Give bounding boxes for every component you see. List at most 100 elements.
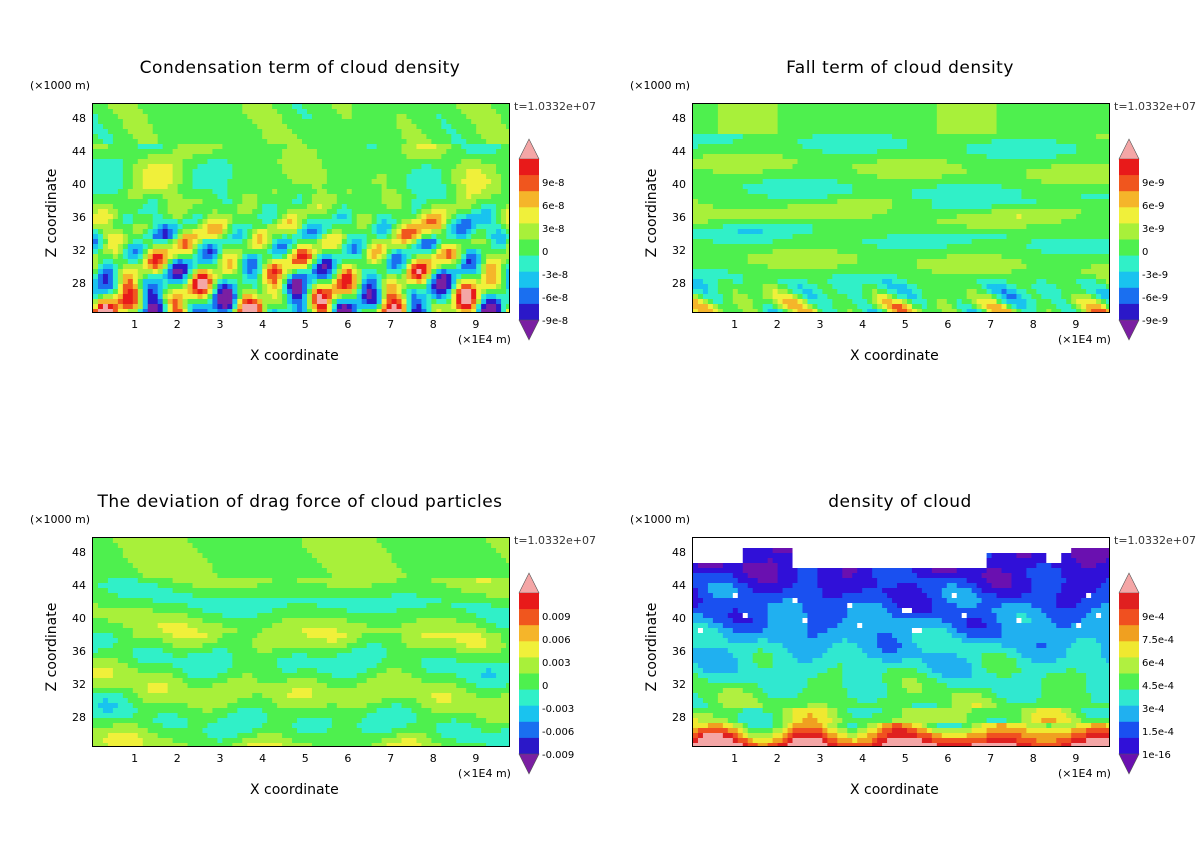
heatmap-cell: [802, 129, 809, 135]
heatmap-cell: [152, 304, 159, 310]
heatmap-cell: [192, 309, 199, 312]
heatmap-cell: [1016, 109, 1023, 115]
heatmap-cell: [122, 259, 129, 265]
heatmap-cell: [426, 269, 432, 275]
heatmap-cell: [946, 134, 953, 140]
heatmap-cell: [112, 184, 119, 190]
heatmap-cell: [287, 229, 293, 235]
heatmap-cell: [272, 259, 278, 265]
heatmap-cell: [222, 199, 228, 205]
heatmap-cell: [456, 269, 462, 275]
heatmap-cell: [257, 209, 263, 215]
heatmap-cell: [282, 204, 288, 210]
heatmap-cell: [852, 164, 858, 170]
heatmap-cell: [257, 199, 263, 205]
heatmap-cell: [446, 214, 452, 220]
heatmap-cell: [311, 249, 318, 255]
heatmap-cell: [366, 299, 373, 305]
heatmap-cell: [361, 299, 368, 305]
heatmap-cell: [416, 129, 423, 135]
heatmap-cell: [426, 159, 432, 165]
heatmap-cell: [717, 139, 724, 145]
heatmap-cell: [122, 179, 129, 185]
chart-title: Fall term of cloud density: [786, 58, 1014, 78]
heatmap-cell: [416, 219, 423, 225]
heatmap-cell: [712, 144, 719, 150]
heatmap-cell: [476, 209, 482, 215]
heatmap-cell: [832, 114, 838, 120]
heatmap-cell: [466, 174, 472, 180]
heatmap-cell: [822, 139, 828, 145]
heatmap-cell: [436, 289, 442, 295]
heatmap-cell: [847, 139, 853, 145]
heatmap-cell: [102, 154, 109, 160]
heatmap-cell: [451, 229, 457, 235]
heatmap-cell: [351, 104, 358, 110]
heatmap-cell: [847, 124, 853, 130]
heatmap-cell: [107, 179, 114, 185]
heatmap-cell: [252, 119, 258, 125]
heatmap-cell: [142, 289, 149, 295]
heatmap-cell: [247, 139, 253, 145]
heatmap-cell: [237, 159, 243, 165]
heatmap-cell: [202, 114, 209, 120]
heatmap-cell: [707, 159, 714, 165]
heatmap-cell: [1086, 174, 1092, 180]
heatmap-cell: [331, 194, 338, 200]
heatmap-cell: [416, 214, 423, 220]
heatmap-cell: [451, 149, 457, 155]
heatmap-cell: [897, 144, 903, 150]
heatmap-cell: [272, 164, 278, 170]
heatmap-cell: [107, 289, 114, 295]
heatmap-cell: [331, 254, 338, 260]
heatmap-cell: [232, 234, 238, 240]
heatmap-cell: [426, 134, 432, 140]
heatmap-cell: [481, 109, 487, 115]
heatmap-cell: [1106, 174, 1109, 180]
heatmap-cell: [416, 114, 423, 120]
heatmap-cell: [961, 139, 968, 145]
heatmap-cell: [351, 114, 358, 120]
heatmap-cell: [112, 144, 119, 150]
heatmap-cell: [371, 169, 378, 175]
heatmap-cell: [857, 159, 863, 165]
heatmap-cell: [451, 139, 457, 145]
heatmap-cell: [277, 279, 283, 285]
heatmap-cell: [406, 169, 413, 175]
heatmap-cell: [1101, 119, 1107, 125]
heatmap-cell: [501, 219, 507, 225]
heatmap-cell: [272, 244, 278, 250]
heatmap-cell: [941, 159, 948, 165]
heatmap-cell: [132, 104, 139, 110]
heatmap-cell: [386, 144, 393, 150]
heatmap-cell: [102, 194, 109, 200]
heatmap-cell: [287, 119, 293, 125]
heatmap-cell: [207, 199, 214, 205]
heatmap-cell: [267, 114, 273, 120]
heatmap-cell: [1041, 149, 1047, 155]
heatmap-cell: [346, 149, 353, 155]
heatmap-cell: [297, 239, 303, 245]
heatmap-cell: [506, 259, 509, 265]
heatmap-cell: [262, 109, 268, 115]
heatmap-cell: [306, 184, 313, 190]
heatmap-cell: [237, 119, 243, 125]
heatmap-cell: [1041, 119, 1047, 125]
heatmap-cell: [316, 104, 323, 110]
heatmap-cell: [707, 174, 714, 180]
heatmap-cell: [902, 169, 908, 175]
heatmap-cell: [202, 169, 209, 175]
heatmap-cell: [782, 134, 789, 140]
heatmap-cell: [501, 104, 507, 110]
heatmap-cell: [727, 104, 734, 110]
heatmap-cell: [127, 159, 134, 165]
heatmap-cell: [971, 164, 978, 170]
heatmap-cell: [471, 209, 477, 215]
heatmap-cell: [802, 159, 809, 165]
heatmap-cell: [491, 289, 497, 295]
heatmap-cell: [257, 284, 263, 290]
heatmap-cell: [451, 199, 457, 205]
heatmap-cell: [202, 154, 209, 160]
heatmap-cell: [986, 174, 993, 180]
heatmap-cell: [292, 289, 298, 295]
